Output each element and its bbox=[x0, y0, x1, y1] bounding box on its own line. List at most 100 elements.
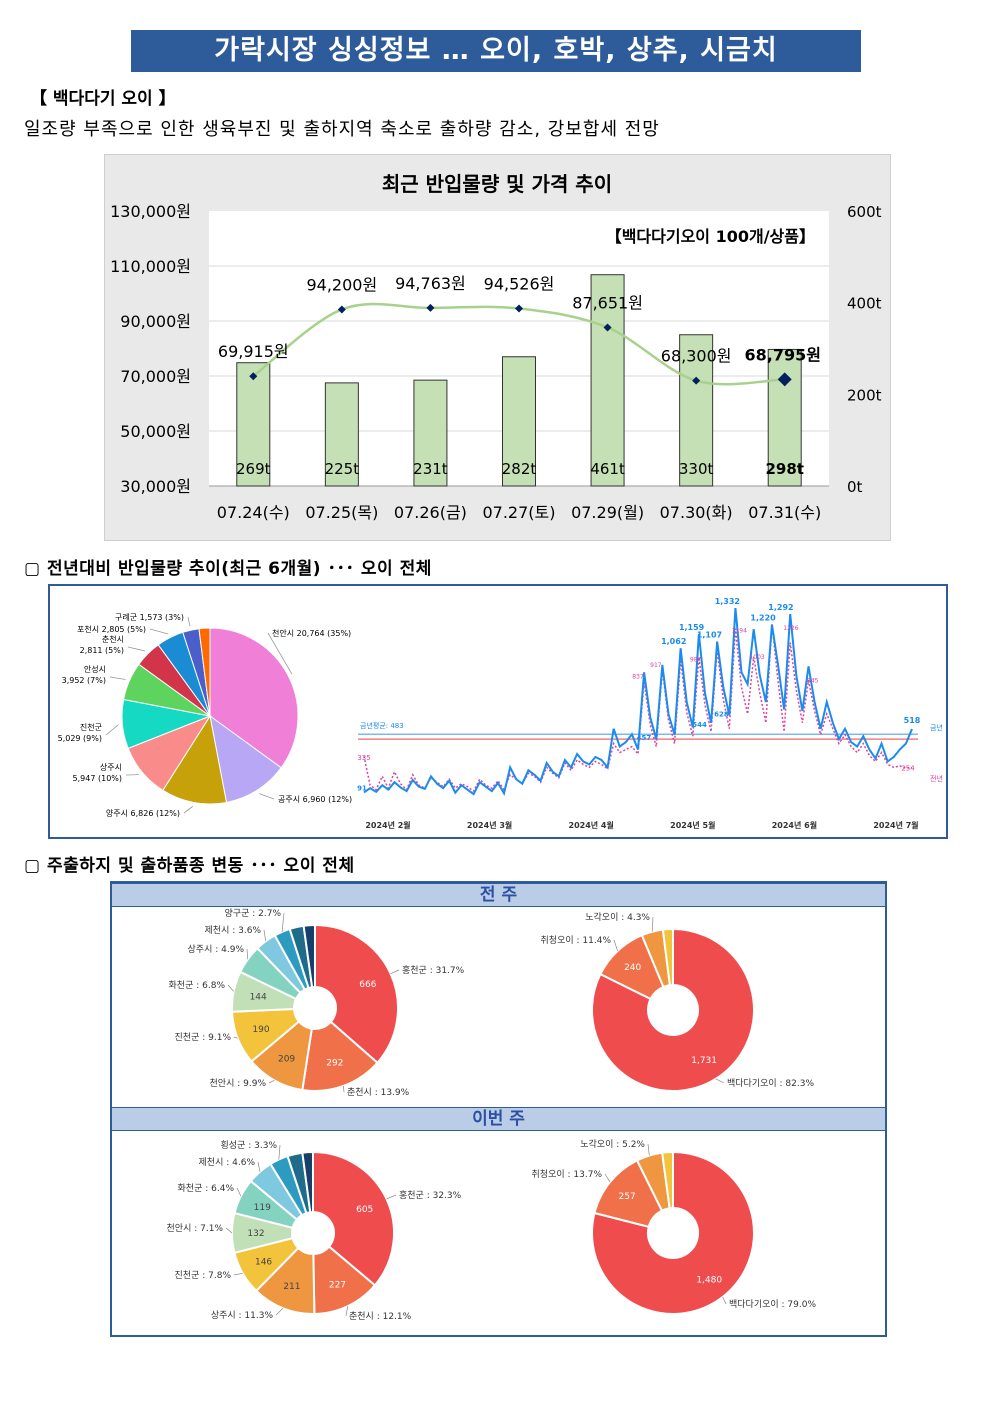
donut-slice bbox=[661, 927, 674, 987]
price-marker bbox=[426, 303, 435, 312]
line-data-label: 1003 bbox=[749, 654, 764, 661]
x-tick-label: 07.29(월) bbox=[571, 503, 644, 522]
price-marker bbox=[777, 372, 792, 387]
pie-slice bbox=[209, 627, 299, 769]
donut-label: 제천시 : 4.6% bbox=[199, 1157, 256, 1168]
donut-leader bbox=[390, 969, 400, 975]
donut-label: 화천군 : 6.8% bbox=[169, 980, 226, 991]
donut-slice bbox=[301, 1020, 379, 1092]
x-tick-label: 2024년 3월 bbox=[467, 820, 512, 830]
donut-data-label: 190 bbox=[252, 1025, 269, 1035]
volume-bar bbox=[502, 356, 536, 487]
this-week-header: 이번 주 bbox=[112, 1107, 885, 1131]
donut-label: 횡성군 : 3.3% bbox=[221, 1139, 278, 1151]
x-tick-label: 07.31(수) bbox=[748, 503, 821, 522]
donut-leader bbox=[647, 1143, 650, 1156]
left-tick-label: 70,000원 bbox=[120, 367, 191, 386]
donut-leader bbox=[715, 1078, 725, 1084]
pie-leader bbox=[105, 724, 119, 736]
chart-title: 최근 반입물량 및 가격 추이 bbox=[382, 172, 612, 196]
donut-leader bbox=[275, 1307, 284, 1316]
pie-leader bbox=[187, 616, 191, 627]
volume-bar bbox=[767, 348, 802, 487]
left-tick-label: 50,000원 bbox=[120, 422, 191, 441]
line-data-label: 987 bbox=[690, 656, 702, 663]
donut-data-label: 605 bbox=[356, 1205, 373, 1215]
donut-leader bbox=[236, 1187, 242, 1197]
origin-variety-panel: 전 주 이번 주 666 홍천군 : 31.7% 292 춘천시 : 13.9% 209… bbox=[110, 881, 887, 1337]
line-data-label: 1,107 bbox=[697, 631, 722, 640]
line-data-label: 837 bbox=[632, 674, 644, 681]
yoy-panel: 천안시 20,764 (35%) 공주시 6,960 (12%) 양주시 6,826… bbox=[48, 584, 948, 839]
pie-label: 양주시 6,826 (12%) bbox=[106, 809, 180, 818]
donut-label: 취청오이 : 11.4% bbox=[541, 935, 612, 946]
price-marker bbox=[337, 305, 346, 314]
right-tick-label: 600t bbox=[847, 203, 882, 221]
prev-week-header: 전 주 bbox=[112, 883, 885, 907]
pie-label: 5,029 (9%) bbox=[58, 734, 102, 743]
volume-label: 298t bbox=[765, 460, 803, 478]
pie-slice bbox=[162, 714, 228, 805]
pie-leader bbox=[127, 646, 146, 652]
pie-slice bbox=[209, 714, 282, 804]
donut-data-label: 144 bbox=[250, 992, 267, 1002]
donut-leader bbox=[257, 1161, 261, 1172]
donut-leader bbox=[604, 1173, 611, 1183]
section-yoy-heading: ▢ 전년대비 반입물량 추이(최근 6개월) ･･･ 오이 전체 bbox=[24, 559, 432, 579]
left-tick-label: 110,000원 bbox=[110, 257, 191, 276]
donut-leader bbox=[386, 1194, 397, 1200]
donut-data-label: 227 bbox=[329, 1280, 346, 1290]
line-data-label: 1,159 bbox=[679, 623, 705, 632]
x-tick-label: 07.26(금) bbox=[394, 503, 467, 522]
x-tick-label: 07.27(토) bbox=[482, 503, 555, 522]
donut-label: 백다다기오이 : 79.0% bbox=[729, 1299, 816, 1310]
pie-label: 진천군 bbox=[80, 722, 102, 732]
donut-data-label: 1,731 bbox=[691, 1056, 717, 1066]
avg-label: 금년평균: 483 bbox=[360, 721, 404, 730]
donut-label: 천안시 : 9.9% bbox=[210, 1078, 267, 1089]
price-marker bbox=[249, 372, 258, 381]
donut-leader bbox=[722, 1296, 727, 1305]
donut-data-label: 209 bbox=[278, 1055, 295, 1065]
line-data-label: 91 bbox=[357, 784, 367, 792]
donut-data-label: 146 bbox=[255, 1257, 272, 1267]
volume-label: 225t bbox=[325, 460, 360, 478]
left-tick-label: 130,000원 bbox=[110, 202, 191, 221]
donut-leader bbox=[268, 1080, 275, 1084]
donut-leader bbox=[343, 1085, 345, 1093]
donut-leader bbox=[278, 1144, 281, 1160]
line-data-label: 518 bbox=[904, 716, 921, 725]
line-data-label: 917 bbox=[650, 662, 662, 669]
volume-bar bbox=[413, 379, 448, 487]
yoy-panel-svg: 천안시 20,764 (35%) 공주시 6,960 (12%) 양주시 6,826… bbox=[58, 597, 943, 830]
pie-leader bbox=[109, 676, 126, 680]
volume-label: 330t bbox=[679, 460, 714, 478]
x-tick-label: 2024년 2월 bbox=[365, 820, 410, 830]
legend-previous: 전년 bbox=[930, 774, 943, 783]
series-previous-line bbox=[363, 623, 913, 793]
pie-label: 천안시 20,764 (35%) bbox=[272, 628, 351, 638]
left-tick-label: 30,000원 bbox=[120, 477, 191, 496]
price-marker bbox=[692, 376, 701, 385]
pie-label: 5,947 (10%) bbox=[73, 774, 122, 783]
donut-label: 진천군 : 9.1% bbox=[175, 1032, 232, 1043]
line-data-label: 457 bbox=[637, 734, 652, 742]
donut-leader bbox=[345, 1306, 349, 1317]
x-tick-label: 07.24(수) bbox=[217, 503, 290, 522]
x-tick-label: 07.25(목) bbox=[305, 503, 378, 522]
volume-label: 231t bbox=[413, 460, 448, 478]
donut-leader bbox=[613, 939, 618, 952]
pie-label: 2,811 (5%) bbox=[80, 646, 124, 655]
donut-data-label: 257 bbox=[619, 1192, 636, 1202]
volume-bar bbox=[679, 334, 714, 487]
donut-data-label: 240 bbox=[624, 963, 641, 973]
donut-data-label: 1,480 bbox=[696, 1276, 722, 1286]
line-data-label: 335 bbox=[357, 754, 370, 762]
pie-label: 춘천시 bbox=[102, 634, 124, 644]
x-tick-label: 2024년 7월 bbox=[873, 820, 918, 830]
donut-label: 춘천시 : 12.1% bbox=[349, 1311, 412, 1322]
donut-label: 취청오이 : 13.7% bbox=[532, 1169, 603, 1180]
donut-leader bbox=[227, 984, 234, 992]
pie-slice bbox=[198, 627, 211, 717]
